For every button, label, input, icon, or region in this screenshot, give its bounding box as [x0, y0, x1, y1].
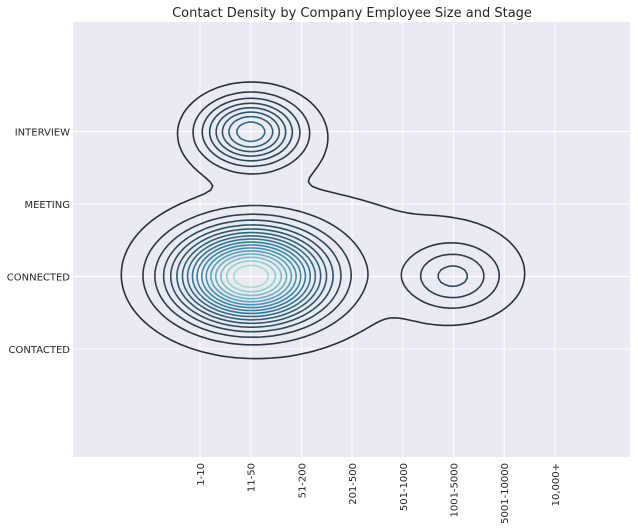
y-tick-labels: CONTACTED CONNECTED MEETING INTERVIEW [7, 128, 71, 357]
contour-level [186, 121, 317, 318]
contour-level [181, 115, 322, 321]
contour-level [200, 244, 302, 309]
contour-level [220, 256, 283, 297]
contour-level [214, 253, 288, 300]
x-tick-label: 11-50 [247, 463, 258, 492]
x-tick-label: 1001-5000 [450, 463, 461, 518]
contour-level [233, 264, 270, 288]
x-tick-label: 5001-10000 [500, 463, 511, 524]
contour-level [205, 247, 297, 306]
contour-lines [120, 81, 526, 360]
contour-level [210, 250, 293, 303]
contour-level [225, 260, 277, 293]
y-tick-label: CONTACTED [9, 345, 71, 356]
contour-level [196, 241, 307, 312]
contour-level [170, 107, 334, 328]
x-tick-label: 201-500 [348, 463, 359, 505]
x-tick-label: 51-200 [297, 463, 308, 498]
contour-level [142, 91, 500, 346]
contour-level [154, 97, 485, 338]
x-tick-label: 501-1000 [399, 463, 410, 511]
y-tick-label: INTERVIEW [15, 128, 70, 139]
contour-level [191, 238, 311, 315]
contour-level [162, 102, 468, 333]
grid-lines [73, 22, 630, 457]
contour-level [176, 111, 328, 325]
y-tick-label: CONNECTED [7, 273, 71, 284]
x-tick-label: 1-10 [196, 463, 207, 486]
x-tick-label: 10,000+ [551, 463, 562, 506]
chart-title: Contact Density by Company Employee Size… [172, 6, 532, 21]
y-tick-label: MEETING [24, 200, 70, 211]
x-tick-labels: 1-10 11-50 51-200 201-500 501-1000 1001-5000 5… [196, 463, 562, 524]
contour-level [120, 81, 526, 360]
